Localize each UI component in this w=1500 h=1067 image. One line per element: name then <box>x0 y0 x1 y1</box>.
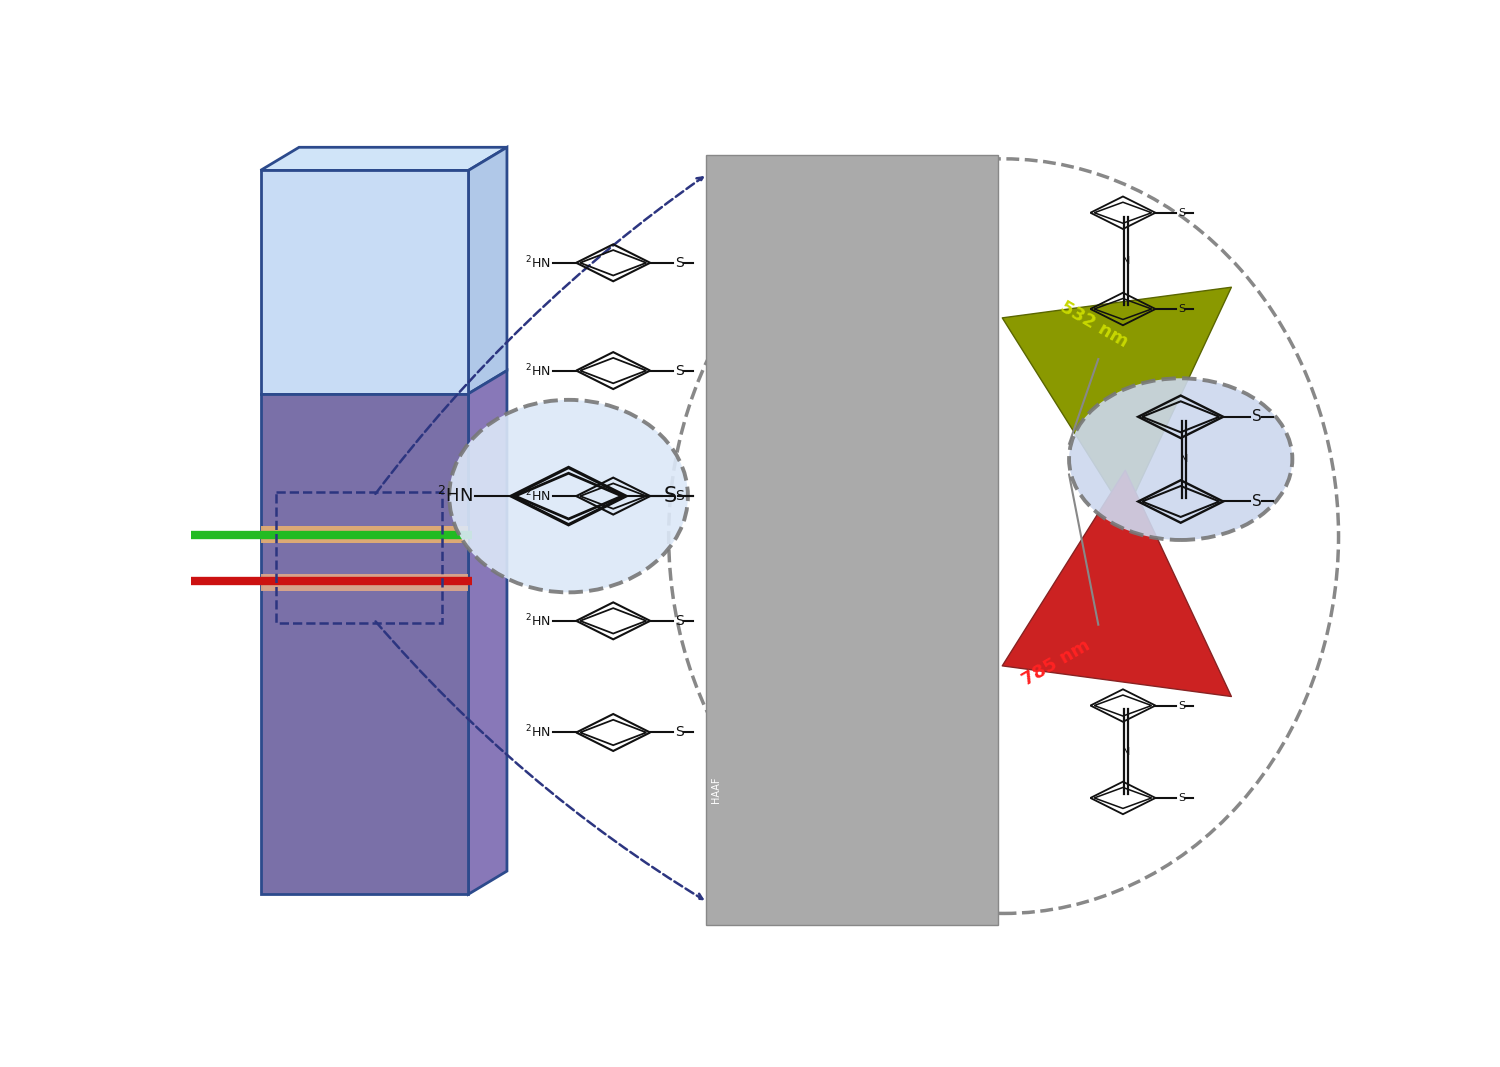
Text: S: S <box>675 726 684 739</box>
Text: N: N <box>1122 256 1130 266</box>
Text: S: S <box>1178 208 1185 218</box>
Text: S: S <box>1178 793 1185 803</box>
Text: S: S <box>1252 410 1262 425</box>
Text: HAAF: HAAF <box>711 777 722 803</box>
Text: $^{2}$HN: $^{2}$HN <box>436 487 472 506</box>
Text: 785 nm: 785 nm <box>1019 637 1094 690</box>
Text: S: S <box>675 256 684 270</box>
Text: S: S <box>675 489 684 504</box>
Text: $^{2}$HN: $^{2}$HN <box>525 724 550 740</box>
Text: S: S <box>1252 494 1262 509</box>
Polygon shape <box>261 171 468 394</box>
Text: N: N <box>1179 455 1188 464</box>
Polygon shape <box>261 394 468 894</box>
Text: $^{2}$HN: $^{2}$HN <box>525 612 550 630</box>
Text: S: S <box>675 364 684 378</box>
Bar <box>705 155 998 925</box>
Ellipse shape <box>1070 379 1293 540</box>
Polygon shape <box>468 147 507 394</box>
Text: S: S <box>1178 701 1185 711</box>
Polygon shape <box>261 574 468 591</box>
Text: N: N <box>1122 747 1130 757</box>
Text: $^{2}$HN: $^{2}$HN <box>525 363 550 379</box>
Text: $^{2}$HN: $^{2}$HN <box>525 488 550 505</box>
Polygon shape <box>261 526 468 543</box>
Text: S: S <box>1178 304 1185 314</box>
Text: 532 nm: 532 nm <box>1058 298 1131 351</box>
Text: $^{2}$HN: $^{2}$HN <box>525 255 550 271</box>
Polygon shape <box>261 147 507 171</box>
Text: S: S <box>675 614 684 627</box>
Polygon shape <box>468 370 507 894</box>
Ellipse shape <box>448 400 688 592</box>
Text: S: S <box>664 487 676 506</box>
